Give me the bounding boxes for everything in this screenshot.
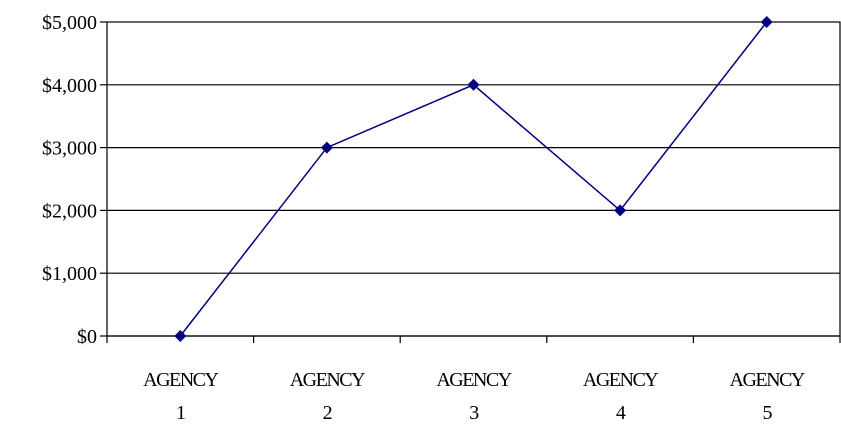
- x-tick-label: 1: [176, 402, 185, 424]
- x-tick-label: AGENCY: [290, 369, 365, 391]
- x-tick-label: 5: [762, 402, 772, 424]
- x-tick-label: 3: [469, 402, 479, 424]
- y-tick-label: $2,000: [42, 200, 97, 222]
- y-tick-label: $3,000: [42, 138, 97, 160]
- data-point-marker: [760, 16, 773, 28]
- x-tick-label: AGENCY: [583, 369, 658, 391]
- x-tick-label: AGENCY: [436, 369, 511, 391]
- series-group: [174, 16, 773, 342]
- y-tick-label: $5,000: [42, 12, 97, 34]
- y-tick-label: $1,000: [42, 263, 97, 285]
- y-tick-label: $0: [77, 326, 97, 348]
- x-tick-label: AGENCY: [143, 369, 218, 391]
- x-tick-label: AGENCY: [730, 369, 805, 391]
- plot-area: [106, 21, 841, 337]
- y-axis: $0 $1,000 $2,000 $3,000 $4,000 $5,000: [42, 12, 107, 348]
- data-point-marker: [320, 141, 333, 154]
- y-tick-label: $4,000: [42, 75, 97, 97]
- data-point-marker: [467, 78, 480, 91]
- data-point-marker: [174, 330, 187, 342]
- x-tick-label: 2: [323, 402, 332, 424]
- data-point-marker: [614, 204, 627, 217]
- x-axis: AGENCY 1 AGENCY 2 AGENCY 3 AGENCY 4 AGENCY 5: [106, 335, 841, 424]
- x-tick-label: 4: [616, 402, 626, 424]
